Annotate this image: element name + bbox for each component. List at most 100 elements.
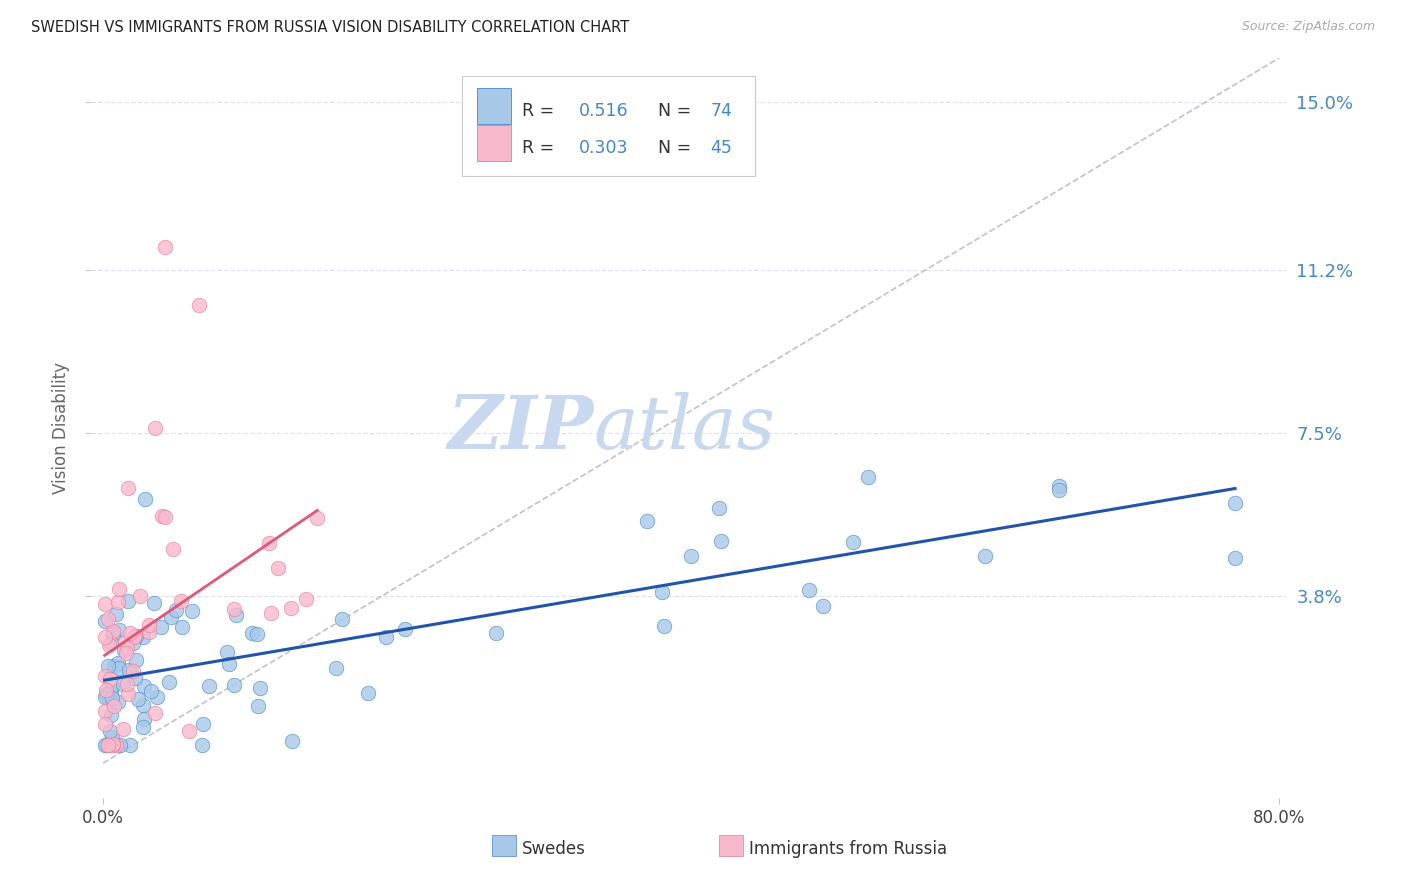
Point <box>108 623 131 637</box>
Point <box>143 421 166 435</box>
Point <box>224 678 246 692</box>
Point <box>124 671 146 685</box>
Point <box>101 730 124 744</box>
FancyBboxPatch shape <box>478 88 510 124</box>
Point <box>132 680 155 694</box>
Point <box>134 712 156 726</box>
Point <box>108 739 131 753</box>
Point <box>97 739 120 753</box>
Text: ZIP: ZIP <box>447 392 593 465</box>
Text: 0.303: 0.303 <box>579 139 628 158</box>
Point <box>117 593 139 607</box>
Point <box>636 514 658 528</box>
Text: Immigrants from Russia: Immigrants from Russia <box>748 839 946 858</box>
Point <box>170 594 193 608</box>
Point <box>375 630 398 644</box>
Point <box>125 629 148 643</box>
Point <box>153 510 176 524</box>
Point <box>94 704 117 718</box>
Point <box>112 676 135 690</box>
Point <box>652 619 675 633</box>
Point <box>187 298 209 312</box>
Point <box>103 738 125 752</box>
Text: atlas: atlas <box>593 392 776 465</box>
Point <box>107 695 129 709</box>
Text: 0.516: 0.516 <box>579 103 628 120</box>
Point <box>150 620 173 634</box>
Point <box>114 635 136 649</box>
Point <box>129 589 152 603</box>
Point <box>101 627 124 641</box>
Point <box>107 595 129 609</box>
Point <box>111 722 134 736</box>
Text: Swedes: Swedes <box>522 839 585 858</box>
Point <box>222 602 245 616</box>
Point <box>132 698 155 713</box>
Text: SWEDISH VS IMMIGRANTS FROM RUSSIA VISION DISABILITY CORRELATION CHART: SWEDISH VS IMMIGRANTS FROM RUSSIA VISION… <box>31 20 628 35</box>
Text: N =: N = <box>647 103 697 120</box>
Point <box>651 585 673 599</box>
Text: 74: 74 <box>710 103 733 120</box>
Point <box>115 677 138 691</box>
Point <box>122 636 145 650</box>
Point <box>108 582 131 596</box>
Point <box>97 739 120 753</box>
Point <box>127 692 149 706</box>
Point <box>132 630 155 644</box>
Point <box>138 624 160 639</box>
Point <box>330 612 353 626</box>
Point <box>98 672 121 686</box>
Point <box>94 739 117 753</box>
Text: Source: ZipAtlas.com: Source: ZipAtlas.com <box>1241 20 1375 33</box>
Point <box>132 720 155 734</box>
Point <box>1223 550 1246 565</box>
Point <box>707 501 730 516</box>
Text: N =: N = <box>647 139 697 158</box>
Point <box>118 625 141 640</box>
Point <box>117 640 139 655</box>
Point <box>146 690 169 704</box>
Point <box>94 682 117 697</box>
Point <box>485 625 508 640</box>
Text: 45: 45 <box>710 139 733 158</box>
Point <box>112 642 135 657</box>
Point <box>394 622 416 636</box>
Point <box>103 624 125 639</box>
Point <box>180 604 202 618</box>
Point <box>218 657 240 671</box>
Point <box>294 592 316 607</box>
Point <box>246 627 269 641</box>
Point <box>122 664 145 678</box>
Point <box>225 607 247 622</box>
Point <box>94 739 117 753</box>
Point <box>105 739 128 753</box>
Point <box>974 549 997 563</box>
FancyBboxPatch shape <box>718 835 742 856</box>
Point <box>93 630 115 644</box>
Y-axis label: Vision Disability: Vision Disability <box>52 362 70 494</box>
FancyBboxPatch shape <box>492 835 516 856</box>
Point <box>177 724 200 739</box>
Point <box>1047 483 1070 497</box>
Point <box>101 739 124 753</box>
Point <box>198 679 221 693</box>
Point <box>1047 478 1070 492</box>
Point <box>93 597 115 611</box>
Point <box>97 692 120 706</box>
Point <box>97 659 120 673</box>
Point <box>842 535 865 549</box>
Point <box>118 663 141 677</box>
Point <box>260 606 283 620</box>
Point <box>1223 496 1246 510</box>
Point <box>160 610 183 624</box>
Point <box>193 717 215 731</box>
Point <box>103 659 125 673</box>
Point <box>100 686 122 700</box>
Point <box>100 636 122 650</box>
Point <box>150 508 173 523</box>
Point <box>281 734 304 748</box>
Point <box>856 469 879 483</box>
Point <box>101 690 124 705</box>
Point <box>797 582 820 597</box>
Point <box>143 596 166 610</box>
